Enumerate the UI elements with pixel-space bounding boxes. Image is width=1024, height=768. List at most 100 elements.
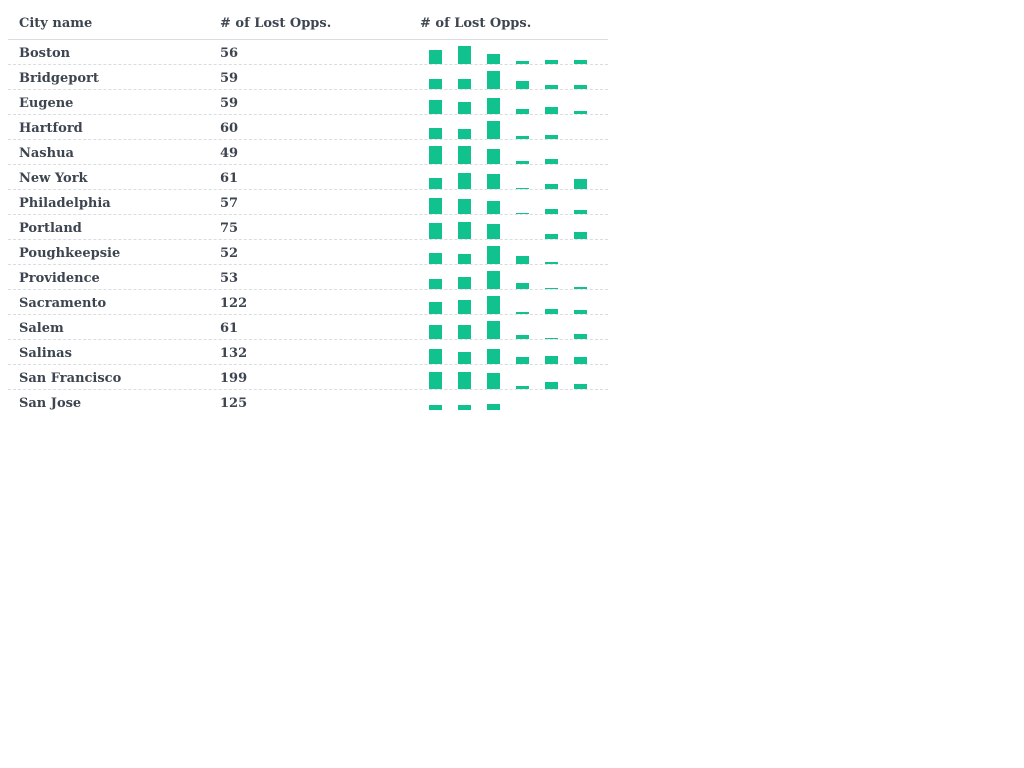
sparkline-bar	[516, 357, 529, 364]
sparkline-bar	[458, 277, 471, 289]
table-body: Boston 56 Bridgeport 59 Eugene 59 Hartford 60 Na…	[8, 40, 608, 410]
city-name-cell: Boston	[19, 46, 71, 61]
city-name-cell: Providence	[19, 271, 100, 286]
table-row[interactable]: Salinas 132	[8, 340, 608, 365]
lost-opps-count-cell: 61	[220, 321, 239, 336]
sparkline-bar	[487, 373, 500, 389]
sparkline-bar	[516, 312, 529, 314]
sparkline-bar	[487, 98, 500, 114]
sparkline-bar	[545, 85, 558, 89]
city-name-cell: Nashua	[19, 146, 74, 161]
table-row[interactable]: San Jose 125	[8, 390, 608, 410]
sparkline-bar	[487, 271, 500, 289]
sparkline-chart	[429, 140, 599, 164]
column-header-count[interactable]: # of Lost Opps.	[220, 16, 332, 31]
sparkline-bar	[545, 234, 558, 239]
sparkline-bar	[545, 356, 558, 364]
lost-opps-count-cell: 132	[220, 346, 248, 361]
city-name-cell: Sacramento	[19, 296, 107, 311]
table-row[interactable]: Eugene 59	[8, 90, 608, 115]
sparkline-bar	[487, 71, 500, 89]
table-row[interactable]: Philadelphia 57	[8, 190, 608, 215]
sparkline-bar	[516, 256, 529, 264]
sparkline-bar	[458, 405, 471, 410]
sparkline-bar	[429, 223, 442, 239]
sparkline-bar	[429, 79, 442, 89]
sparkline-bar	[429, 279, 442, 289]
lost-opps-count-cell: 52	[220, 246, 239, 261]
sparkline-bar	[545, 309, 558, 314]
sparkline-bar	[574, 111, 587, 114]
sparkline-bar	[516, 335, 529, 339]
table-row[interactable]: Sacramento 122	[8, 290, 608, 315]
sparkline-chart	[429, 290, 599, 314]
sparkline-bar	[458, 146, 471, 164]
sparkline-bar	[545, 382, 558, 389]
lost-opps-count-cell: 59	[220, 96, 239, 111]
table-row[interactable]: Boston 56	[8, 40, 608, 65]
sparkline-bar	[458, 300, 471, 314]
table-row[interactable]: San Francisco 199	[8, 365, 608, 390]
sparkline-chart	[429, 340, 599, 364]
sparkline-chart	[429, 115, 599, 139]
sparkline-bar	[516, 109, 529, 114]
sparkline-bar	[429, 50, 442, 64]
sparkline-bar	[458, 325, 471, 339]
lost-opps-count-cell: 49	[220, 146, 239, 161]
sparkline-bar	[516, 136, 529, 139]
sparkline-bar	[458, 173, 471, 189]
sparkline-bar	[545, 107, 558, 114]
table-row[interactable]: New York 61	[8, 165, 608, 190]
sparkline-bar	[487, 201, 500, 214]
city-name-cell: Bridgeport	[19, 71, 99, 86]
city-name-cell: San Francisco	[19, 371, 122, 386]
lost-opps-count-cell: 57	[220, 196, 239, 211]
sparkline-bar	[516, 81, 529, 89]
lost-opps-count-cell: 122	[220, 296, 248, 311]
sparkline-bar	[429, 100, 442, 114]
table-row[interactable]: Poughkeepsie 52	[8, 240, 608, 265]
lost-opps-count-cell: 56	[220, 46, 239, 61]
sparkline-chart	[429, 315, 599, 339]
column-header-sparkline[interactable]: # of Lost Opps.	[420, 16, 532, 31]
table-row[interactable]: Portland 75	[8, 215, 608, 240]
sparkline-bar	[429, 325, 442, 339]
table-header: City name # of Lost Opps. # of Lost Opps…	[8, 0, 608, 40]
sparkline-bar	[429, 198, 442, 214]
city-name-cell: Salem	[19, 321, 64, 336]
sparkline-bar	[574, 85, 587, 89]
sparkline-bar	[487, 296, 500, 314]
table-row[interactable]: Providence 53	[8, 265, 608, 290]
lost-opps-count-cell: 125	[220, 396, 248, 410]
sparkline-bar	[545, 60, 558, 64]
table-row[interactable]: Hartford 60	[8, 115, 608, 140]
sparkline-bar	[545, 159, 558, 164]
sparkline-bar	[429, 128, 442, 139]
lost-opps-count-cell: 199	[220, 371, 248, 386]
sparkline-bar	[516, 61, 529, 64]
sparkline-bar	[516, 386, 529, 389]
sparkline-bar	[574, 60, 587, 64]
city-name-cell: Poughkeepsie	[19, 246, 121, 261]
sparkline-bar	[458, 46, 471, 64]
sparkline-bar	[574, 287, 587, 289]
lost-opps-count-cell: 60	[220, 121, 239, 136]
sparkline-bar	[545, 135, 558, 139]
sparkline-bar	[458, 352, 471, 364]
table-row[interactable]: Bridgeport 59	[8, 65, 608, 90]
city-name-cell: New York	[19, 171, 88, 186]
sparkline-bar	[458, 129, 471, 139]
sparkline-bar	[545, 184, 558, 189]
sparkline-bar	[487, 404, 500, 410]
sparkline-bar	[429, 405, 442, 410]
sparkline-chart	[429, 65, 599, 89]
sparkline-bar	[574, 310, 587, 314]
sparkline-bar	[429, 302, 442, 314]
sparkline-bar	[458, 372, 471, 389]
table-row[interactable]: Nashua 49	[8, 140, 608, 165]
sparkline-bar	[516, 213, 529, 214]
table-row[interactable]: Salem 61	[8, 315, 608, 340]
city-name-cell: San Jose	[19, 396, 82, 410]
column-header-city[interactable]: City name	[19, 16, 93, 31]
sparkline-bar	[487, 149, 500, 164]
